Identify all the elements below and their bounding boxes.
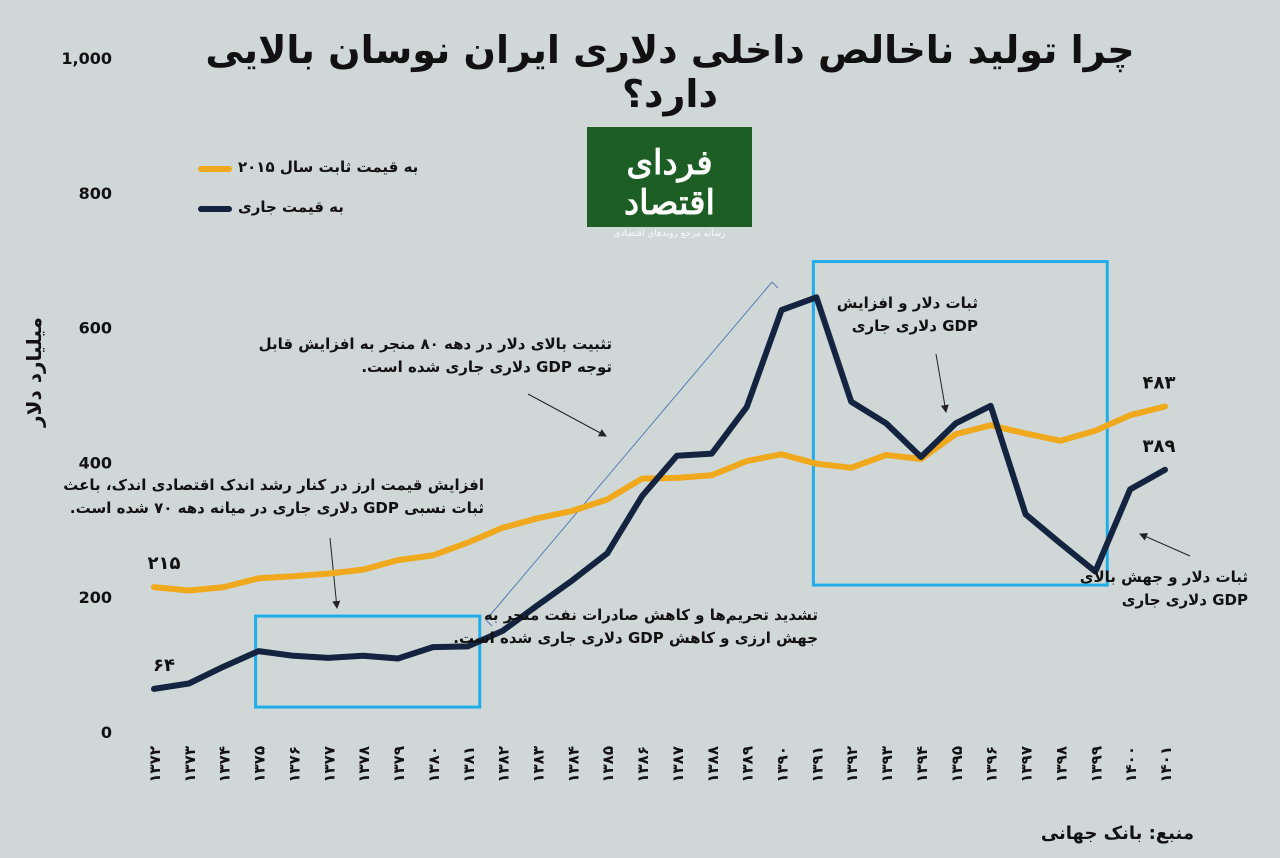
x-tick-label: ۱۳۹۵ [948,746,966,783]
y-tick-label: 600 [79,319,112,338]
annotation-1: افزایش قیمت ارز در کنار رشد اندک اقتصادی… [63,474,484,521]
x-tick-label: ۱۳۸۷ [669,746,687,783]
x-tick-label: ۱۳۹۹ [1087,746,1105,783]
y-tick-label: 1,000 [61,49,112,68]
legend-swatch-current [198,206,232,212]
x-tick-label: ۱۳۷۹ [390,746,408,783]
series-first-label: ۲۱۵ [148,553,181,574]
annotation-2-line-1: تثبیت بالای دلار در دهه ۸۰ منجر به افزای… [258,335,612,353]
legend-swatch-constant [198,166,232,172]
annotation-5-line-2: GDP دلاری جاری [1121,591,1248,610]
x-tick-label: ۱۳۹۱ [808,746,826,783]
x-tick-label: ۱۳۷۷ [320,746,338,783]
annotation-arrow [527,393,607,437]
annotation-2-line-2: توجه GDP دلاری جاری شده است. [361,358,612,377]
x-axis: ۱۳۷۲ ۱۳۷۳ ۱۳۷۴ ۱۳۷۵ ۱۳۷۶ ۱۳۷۷ ۱۳۷۸ ۱۳۷۹ ۱۳۸۰ ۱۳۸۱… [146,746,1175,783]
annotation-3-line-1: ثبات دلار و افزایش [836,294,978,312]
x-tick-label: ۱۳۹۴ [913,746,931,783]
x-tick-label: ۱۳۹۲ [843,746,861,783]
x-tick-label: ۱۳۷۶ [285,746,303,783]
annotation-4-line-1: تشدید تحریم‌ها و کاهش صادرات نفت منجر به [483,606,818,624]
x-tick-label: ۱۳۷۲ [146,746,164,783]
x-tick-label: ۱۳۹۳ [878,746,896,783]
annotation-1-line-2: ثبات نسبی GDP دلاری جاری در میانه دهه ۷۰… [69,499,484,518]
annotation-3-line-2: GDP دلاری جاری [851,317,978,336]
x-tick-label: ۱۳۹۷ [1018,746,1036,783]
x-tick-label: ۱۳۸۰ [425,746,443,783]
series-last-label: ۴۸۳ [1143,372,1176,393]
x-tick-label: ۱۳۷۵ [251,746,269,783]
y-tick-label: 400 [79,453,112,472]
x-tick-label: ۱۳۹۸ [1052,746,1070,783]
y-tick-label: 200 [79,588,112,607]
y-axis-label: میلیارد دلار [22,317,46,427]
trend-guide-line [485,281,773,621]
series-last-label: ۳۸۹ [1143,436,1176,457]
x-tick-label: ۱۳۹۰ [774,746,792,783]
brand-logo: فردای اقتصاد رسانه مرجع روندهای اقتصادی [587,127,752,239]
series-end-labels: ۲۱۵ ۴۸۳ ۶۴ ۳۸۹ [148,372,1176,675]
series-line-current [151,294,1168,692]
x-tick-label: ۱۳۸۸ [704,746,722,783]
x-tick-label: ۱۳۷۸ [355,746,373,783]
x-tick-label: ۱۳۸۵ [599,746,617,783]
annotation-4-line-2: جهش ارزی و کاهش GDP دلاری جاری شده است. [453,629,818,648]
trend-guide-tick [485,619,493,627]
logo-tagline: رسانه مرجع روندهای اقتصادی [613,229,726,239]
x-tick-label: ۱۳۸۱ [460,746,478,783]
legend-label-constant: به قیمت ثابت سال ۲۰۱۵ [238,158,419,176]
series-lines [151,294,1168,692]
y-axis: 0 200 400 600 800 1,000 [61,49,112,742]
annotation-5: ثبات دلار و جهش بالای GDP دلاری جاری [1080,566,1248,613]
x-tick-label: ۱۳۷۳ [181,746,199,783]
x-tick-label: ۱۳۹۶ [983,746,1001,783]
legend-label-current: به قیمت جاری [238,198,344,216]
annotation-2: تثبیت بالای دلار در دهه ۸۰ منجر به افزای… [259,333,612,380]
annotation-4: تشدید تحریم‌ها و کاهش صادرات نفت منجر به… [453,604,818,651]
annotation-1-line-1: افزایش قیمت ارز در کنار رشد اندک اقتصادی… [63,476,484,494]
x-tick-label: ۱۳۸۹ [739,746,757,783]
trend-guide-tick [771,281,779,289]
logo-text: فردای اقتصاد [624,143,715,223]
x-tick-label: ۱۴۰۱ [1157,746,1175,783]
annotation-3: ثبات دلار و افزایش GDP دلاری جاری [837,292,978,339]
annotation-5-line-1: ثبات دلار و جهش بالای [1079,568,1248,586]
annotation-arrow [935,353,949,413]
x-tick-label: ۱۳۸۴ [564,746,582,783]
series-first-label: ۶۴ [153,655,175,676]
y-tick-label: 800 [79,184,112,203]
x-tick-label: ۱۳۸۶ [634,746,652,783]
y-tick-label: 0 [101,723,112,742]
x-tick-label: ۱۳۸۲ [495,746,513,783]
source-note: منبع: بانک جهانی [1040,823,1194,844]
x-tick-label: ۱۳۸۳ [529,746,547,783]
x-tick-label: ۱۴۰۰ [1122,746,1140,783]
annotation-arrow [1139,533,1191,557]
x-tick-label: ۱۳۷۴ [216,746,234,783]
highlight-box [254,614,482,709]
chart-title: چرا تولید ناخالص داخلی دلاری ایران نوسان… [205,28,1135,116]
